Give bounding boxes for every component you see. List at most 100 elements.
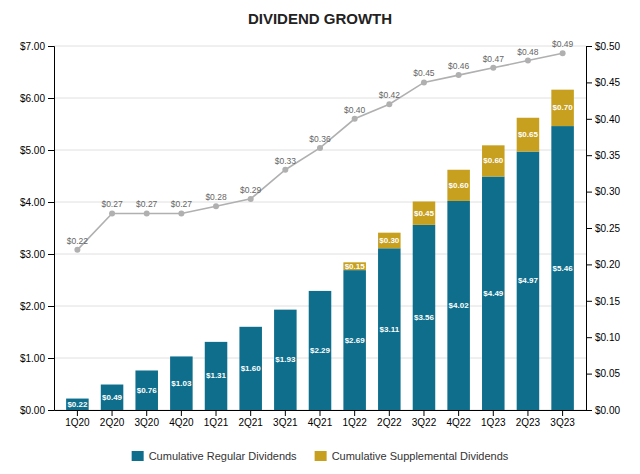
y-tick-label: $2.00 [20,301,45,312]
bar [482,177,505,410]
y-tick-mark [48,150,54,151]
bar-label: $0.60 [449,181,470,190]
y-axis: $0.00$1.00$2.00$3.00$4.00$5.00$6.00$7.00 [20,41,55,416]
x-tick-label: 4Q21 [308,417,333,428]
bar [551,90,574,126]
legend-item: Cumulative Supplemental Dividends [315,450,509,462]
bar [482,145,505,176]
x-tick: 3Q22 [412,410,437,428]
marker [560,50,566,56]
x-tick: 1Q23 [481,410,506,428]
x-axis: 1Q202Q203Q204Q201Q212Q213Q214Q211Q222Q22… [55,410,587,428]
y2-tick-mark [586,337,592,338]
bar [101,385,124,410]
line-label: $0.42 [379,90,401,100]
line-label: $0.27 [101,199,123,209]
x-tick: 4Q21 [308,410,333,428]
bar-label: $1.31 [206,371,227,380]
y2-tick-mark [586,46,592,47]
y2-tick-mark [586,374,592,375]
legend-label: Cumulative Supplemental Dividends [332,450,509,462]
bar-label: $0.60 [483,156,504,165]
y-tick-label: $5.00 [20,145,45,156]
marker [178,210,184,216]
bar [170,356,193,357]
bar [274,310,297,410]
y2-tick-mark [586,264,592,265]
marker [352,116,358,122]
y2-tick: $0.35 [586,150,620,161]
x-tick-mark [389,410,390,416]
y2-tick-label: $0.00 [595,405,620,416]
grid-line [54,46,586,47]
grid-line [54,98,586,99]
y2-tick-mark [586,82,592,83]
y-tick-label: $4.00 [20,197,45,208]
y-tick: $1.00 [20,353,54,364]
marker [490,65,496,71]
bar [378,248,401,410]
line-label: $0.27 [171,199,193,209]
y2-tick-mark [586,155,592,156]
x-tick-label: 4Q22 [446,417,471,428]
bar [205,342,228,410]
bar-label: $1.93 [275,355,296,364]
y-tick: $4.00 [20,197,54,208]
x-tick: 4Q20 [169,410,194,428]
marker [386,101,392,107]
bar [343,262,366,270]
line-label: $0.40 [344,105,366,115]
y2-tick-label: $0.40 [595,114,620,125]
bar-series [343,90,573,270]
bar-label: $2.29 [310,346,331,355]
x-tick-mark [112,410,113,416]
x-tick-label: 3Q22 [412,417,437,428]
x-tick: 3Q21 [273,410,298,428]
marker [456,72,462,78]
marker [74,247,80,253]
bar [517,152,540,410]
x-tick-mark [423,410,424,416]
y2-tick: $0.40 [586,114,620,125]
x-tick: 1Q20 [65,410,90,428]
y-tick: $3.00 [20,249,54,260]
y2-tick-mark [586,301,592,302]
bar [66,399,89,410]
y-tick: $0.00 [20,405,54,416]
x-tick-mark [250,410,251,416]
bar-label: $4.02 [449,301,470,310]
line-series [74,50,565,253]
y-tick-mark [48,410,54,411]
line-label: $0.29 [240,185,262,195]
y-tick: $2.00 [20,301,54,312]
bar [274,309,297,310]
x-tick-label: 1Q23 [481,417,506,428]
x-tick: 2Q23 [516,410,541,428]
x-tick-label: 2Q22 [377,417,402,428]
marker [282,167,288,173]
marker [317,145,323,151]
bar-label: $0.70 [553,103,574,112]
plot-area [66,50,574,410]
bar [205,341,228,342]
grid [54,46,586,410]
bar [135,370,158,371]
bar-label: $4.97 [518,276,539,285]
x-tick-label: 3Q20 [134,417,159,428]
bar-label: $0.30 [379,236,400,245]
bar [447,170,470,201]
y2-tick-label: $0.30 [595,186,620,197]
bar [378,233,401,249]
x-tick-mark [285,410,286,416]
line-label: $0.28 [205,192,227,202]
line-label: $0.48 [517,47,539,57]
y2-tick-mark [586,119,592,120]
x-tick-mark [77,410,78,416]
y-tick-mark [48,46,54,47]
x-tick: 2Q22 [377,410,402,428]
y2-axis-line [587,47,593,411]
legend-item: Cumulative Regular Dividends [132,450,297,462]
line-label: $0.22 [67,236,89,246]
line-label: $0.45 [413,68,435,78]
y-tick-mark [48,98,54,99]
